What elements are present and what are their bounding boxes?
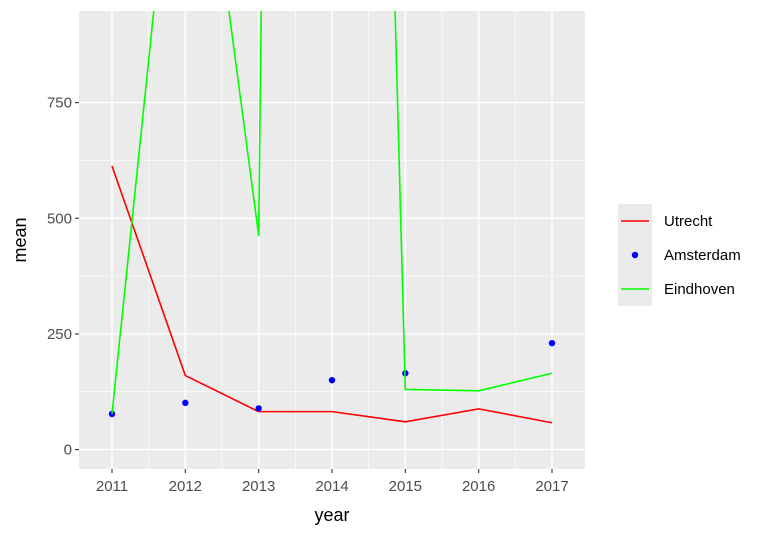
y-tick-label: 750 (47, 95, 72, 112)
data-point-amsterdam (182, 399, 189, 407)
x-axis-title: year (314, 505, 349, 525)
x-axis: 2011 2012 2013 2014 2015 2016 2017 (96, 469, 569, 495)
y-tick-label: 0 (64, 442, 72, 459)
series-line-eindhoven (111, 11, 553, 415)
legend-label-eindhoven: Eindhoven (664, 281, 735, 298)
legend: Utrecht Amsterdam Eindhoven (618, 204, 741, 306)
y-axis: 0 250 500 750 (47, 95, 79, 459)
data-point-amsterdam (328, 376, 336, 384)
legend-key-amsterdam (631, 251, 639, 259)
x-tick-label: 2011 (96, 478, 128, 495)
data-point-amsterdam (255, 405, 262, 412)
x-tick-label: 2017 (535, 478, 568, 495)
y-tick-label: 500 (47, 210, 72, 227)
grid-major (79, 11, 585, 469)
x-tick-label: 2014 (315, 478, 348, 495)
data-point-amsterdam (548, 339, 556, 347)
series-layer (108, 11, 556, 424)
legend-label-utrecht: Utrecht (664, 213, 713, 230)
legend-label-amsterdam: Amsterdam (664, 247, 741, 264)
x-tick-label: 2012 (169, 478, 202, 495)
y-axis-title: mean (10, 217, 30, 262)
y-tick-label: 250 (47, 326, 72, 343)
x-tick-label: 2013 (242, 478, 275, 495)
x-tick-label: 2015 (389, 478, 422, 495)
series-line-utrecht (111, 165, 553, 424)
x-tick-label: 2016 (462, 478, 495, 495)
